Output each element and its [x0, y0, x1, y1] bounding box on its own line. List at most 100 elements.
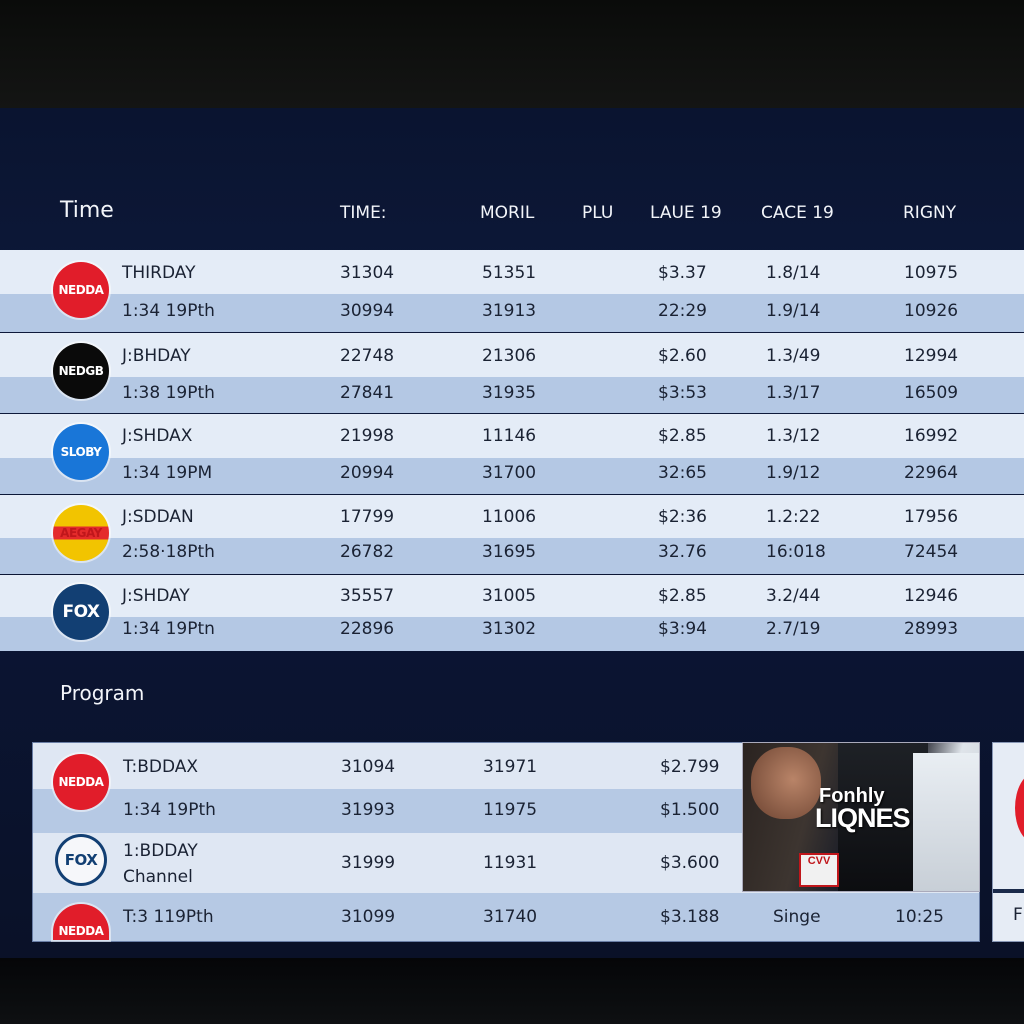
cell-price: $2.799 — [660, 757, 720, 777]
aegay-logo-icon[interactable]: AEGAY — [53, 505, 109, 561]
program-label: T:BDDAX — [123, 757, 199, 777]
nedda-logo-icon[interactable]: NEDDA — [53, 754, 109, 810]
program-row[interactable]: T:3 119Pth 31099 31740 $3.188 Singe 10:2… — [33, 893, 979, 941]
program-time: 1:34 19Pth — [123, 800, 216, 820]
cell-cace: 1.9/14 — [766, 301, 821, 321]
program-time: 1:34 19PM — [122, 463, 213, 483]
table-row[interactable]: 1:38 19Pth 27841 31935 $3:53 1.3/17 1650… — [0, 377, 1024, 413]
fox-logo-icon[interactable]: FOX — [55, 834, 107, 886]
thumbnail-title-line2: LIQNES — [815, 803, 911, 833]
cell-moril: 11006 — [482, 507, 537, 527]
cell-cace: 1.8/14 — [766, 263, 821, 283]
column-header-plu: PLU — [582, 203, 614, 223]
cell-status: Singe — [773, 907, 821, 927]
cell-cace: 2.7/19 — [766, 619, 821, 639]
cell-price: $3.600 — [660, 853, 720, 873]
cell-rigny: 10975 — [904, 263, 959, 283]
cell-laue: $2.85 — [658, 586, 707, 606]
cell-rigny: 16992 — [904, 426, 959, 446]
cell-rigny: 12994 — [904, 346, 959, 366]
program-thumbnail[interactable]: Fonhly LIQNES CVV — [742, 742, 980, 892]
cell-laue: 32.76 — [658, 542, 707, 562]
cell-price: $1.500 — [660, 800, 720, 820]
cell-time: 17799 — [340, 507, 395, 527]
cell-rigny: 22964 — [904, 463, 959, 483]
program-label: J:SDDAN — [122, 507, 194, 527]
cell-moril: 31913 — [482, 301, 537, 321]
cell-moril: 21306 — [482, 346, 537, 366]
cell-laue: $2:36 — [658, 507, 707, 527]
cell-moril: 51351 — [482, 263, 537, 283]
cell-moril: 31971 — [483, 757, 538, 777]
table-row[interactable]: 1:34 19Pth 30994 31913 22:29 1.9/14 1092… — [0, 294, 1024, 332]
section-title-program: Program — [60, 681, 145, 705]
cell-moril: 11146 — [482, 426, 537, 446]
cell-moril: 31302 — [482, 619, 537, 639]
program-time: 1:34 19Pth — [122, 301, 215, 321]
column-header-cace: CACE 19 — [761, 203, 834, 223]
cell-time: 31993 — [341, 800, 396, 820]
nedgb-logo-icon[interactable]: NEDGB — [53, 343, 109, 399]
program-label: J:SHDAY — [122, 586, 190, 606]
table-row[interactable]: 1:34 19Ptn 22896 31302 $3:94 2.7/19 2899… — [0, 617, 1024, 651]
thumbnail-title-line1: Fonhly — [819, 785, 885, 807]
cell-moril: 31005 — [482, 586, 537, 606]
cell-time: 20994 — [340, 463, 395, 483]
header-title: Time — [60, 198, 114, 223]
cell-moril: 31695 — [482, 542, 537, 562]
cell-cace: 1.2:22 — [766, 507, 821, 527]
fox-logo-icon[interactable]: FOX — [53, 584, 109, 640]
cell-laue: $2.85 — [658, 426, 707, 446]
cell-time: 22896 — [340, 619, 395, 639]
cell-laue: 32:65 — [658, 463, 707, 483]
cell-laue: 22:29 — [658, 301, 707, 321]
cell-moril: 11975 — [483, 800, 538, 820]
cell-time: 21998 — [340, 426, 395, 446]
cell-moril: 11931 — [483, 853, 538, 873]
cell-laue: $3:53 — [658, 383, 707, 403]
cell-time: 31099 — [341, 907, 396, 927]
cell-cace: 3.2/44 — [766, 586, 821, 606]
table-row[interactable]: THIRDAY 31304 51351 $3.37 1.8/14 10975 — [0, 250, 1024, 294]
cell-duration: 10:25 — [895, 907, 944, 927]
cell-cace: 1.3/12 — [766, 426, 821, 446]
cell-rigny: 17956 — [904, 507, 959, 527]
nedda-logo-icon[interactable]: NEDDA — [53, 904, 109, 940]
cell-cace: 1.3/17 — [766, 383, 821, 403]
side-card[interactable]: F — [992, 742, 1024, 942]
cell-laue: $3:94 — [658, 619, 707, 639]
tv-bezel-bottom — [0, 958, 1024, 1024]
program-time: 1:38 19Pth — [122, 383, 215, 403]
side-card-label: F — [1013, 905, 1023, 925]
cell-rigny: 28993 — [904, 619, 959, 639]
cell-time: 27841 — [340, 383, 395, 403]
channel-logo-icon — [1015, 773, 1024, 843]
program-time: T:3 119Pth — [123, 907, 214, 927]
table-row[interactable]: J:SHDAY 35557 31005 $2.85 3.2/44 12946 — [0, 575, 1024, 617]
column-header-rigny: RIGNY — [903, 203, 957, 223]
sloby-logo-icon[interactable]: SLOBY — [53, 424, 109, 480]
cell-time: 22748 — [340, 346, 395, 366]
nedda-logo-icon[interactable]: NEDDA — [53, 262, 109, 318]
cell-rigny: 72454 — [904, 542, 959, 562]
person-image — [913, 753, 979, 891]
program-time: 1:34 19Ptn — [122, 619, 215, 639]
cell-time: 35557 — [340, 586, 395, 606]
table-row[interactable]: J:BHDAY 22748 21306 $2.60 1.3/49 12994 — [0, 333, 1024, 377]
program-label-secondary: Channel — [123, 867, 193, 887]
table-row[interactable]: J:SDDAN 17799 11006 $2:36 1.2:22 17956 — [0, 495, 1024, 538]
cell-moril: 31935 — [482, 383, 537, 403]
table-row[interactable]: 2:58·18Pth 26782 31695 32.76 16:018 7245… — [0, 538, 1024, 574]
column-header-time: TIME: — [340, 203, 387, 223]
column-header-moril: MORIL — [480, 203, 535, 223]
cell-moril: 31700 — [482, 463, 537, 483]
cell-cace: 1.3/49 — [766, 346, 821, 366]
table-row[interactable]: J:SHDAX 21998 11146 $2.85 1.3/12 16992 — [0, 414, 1024, 458]
tv-bezel-top — [0, 0, 1024, 108]
column-header-laue: LAUE 19 — [650, 203, 722, 223]
table-row[interactable]: 1:34 19PM 20994 31700 32:65 1.9/12 22964 — [0, 458, 1024, 494]
cell-price: $3.188 — [660, 907, 720, 927]
cell-time: 30994 — [340, 301, 395, 321]
program-label: THIRDAY — [122, 263, 196, 283]
cell-time: 26782 — [340, 542, 395, 562]
